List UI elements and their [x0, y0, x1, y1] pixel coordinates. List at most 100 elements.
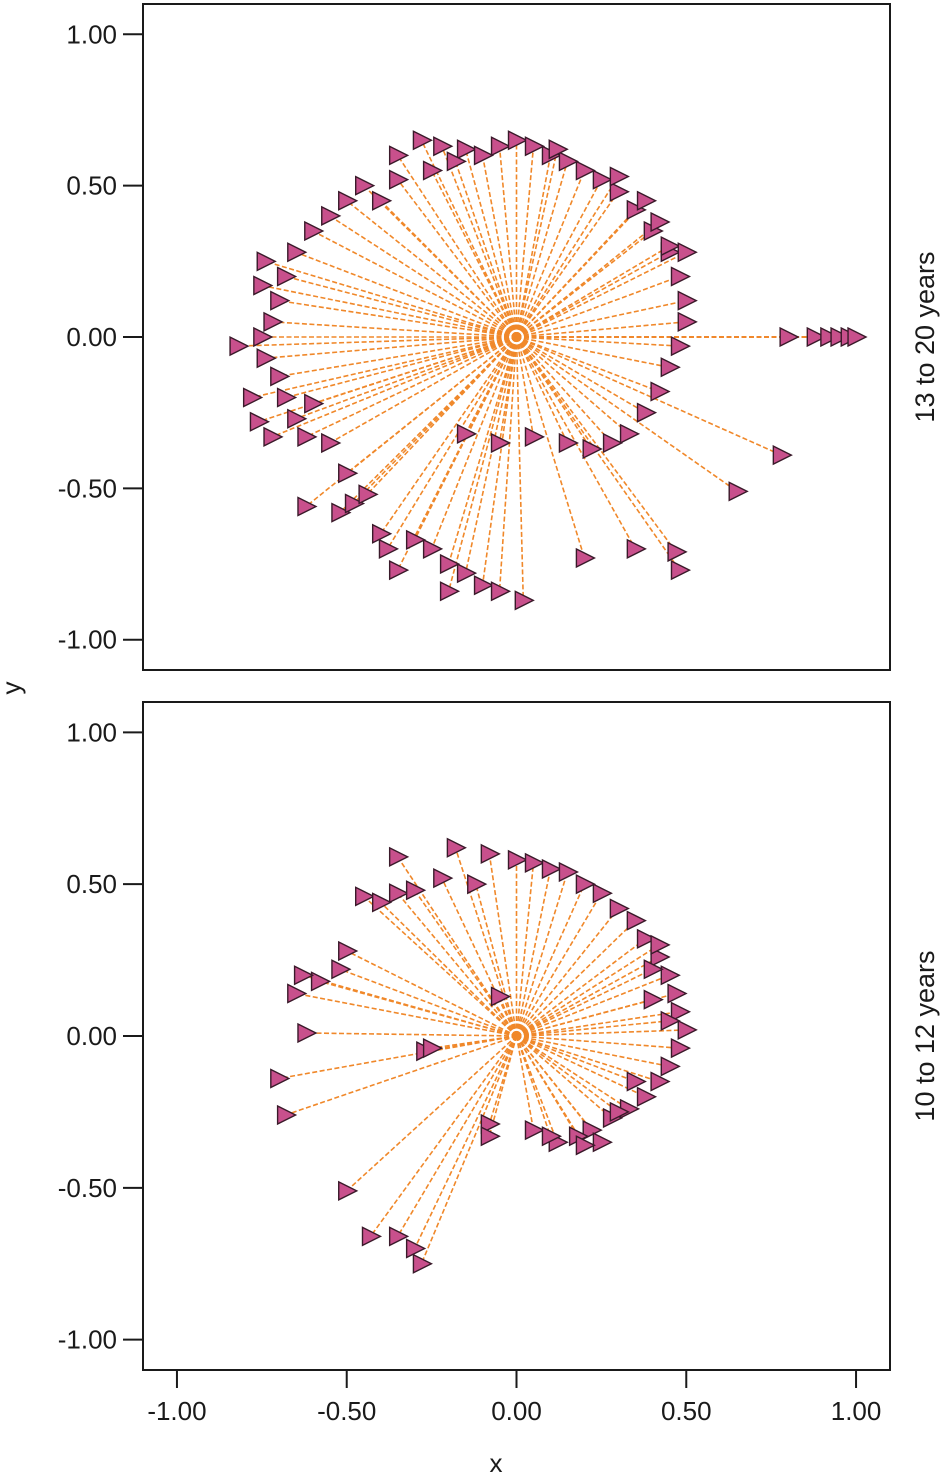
spoke-line: [481, 155, 518, 338]
data-point-marker: [321, 432, 342, 454]
data-point-marker: [253, 275, 274, 296]
spoke-line: [516, 299, 687, 338]
spoke-line: [516, 275, 680, 338]
data-point-marker: [650, 211, 671, 233]
spoke-line: [516, 1010, 680, 1037]
data-point-marker: [456, 423, 478, 445]
data-point-marker: [847, 326, 868, 348]
spoke-line: [516, 1035, 680, 1049]
data-point-marker: [297, 1022, 318, 1044]
spoke-line: [447, 336, 518, 565]
spoke-line: [516, 998, 653, 1037]
data-point-marker: [439, 581, 461, 602]
data-point-marker: [480, 1126, 501, 1147]
data-point-marker: [338, 190, 359, 211]
data-point-marker: [806, 326, 827, 348]
spoke-line: [474, 883, 518, 1037]
data-point-marker: [650, 1071, 671, 1092]
data-point-marker: [388, 169, 410, 190]
data-point-marker: [338, 940, 359, 962]
data-point-marker: [242, 387, 264, 408]
spoke-line: [312, 336, 517, 405]
x-tick-label: 0.50: [661, 1396, 712, 1426]
data-point-marker: [575, 547, 596, 569]
data-point-marker: [422, 538, 444, 560]
data-point-marker: [524, 852, 546, 874]
spoke-line: [515, 176, 620, 338]
data-point-marker: [490, 136, 512, 157]
spoke-line: [516, 974, 670, 1037]
y-tick-label: 1.00: [66, 19, 117, 49]
data-point-marker: [779, 326, 800, 348]
data-point-marker: [405, 880, 427, 901]
spoke-line: [516, 956, 660, 1037]
spoke-line: [278, 1035, 517, 1080]
spoke-line: [516, 938, 647, 1037]
spoke-line: [515, 336, 681, 571]
spoke-line: [369, 1035, 518, 1237]
spoke-line: [515, 336, 569, 444]
spoke-line: [515, 871, 569, 1037]
data-point-marker: [636, 190, 658, 211]
spoke-line: [295, 336, 517, 420]
spoke-line: [515, 920, 636, 1037]
data-point-marker: [297, 426, 318, 448]
data-point-marker: [575, 160, 596, 181]
data-point-marker: [287, 242, 308, 263]
spoke-line: [265, 336, 517, 359]
y-tick-label: -1.00: [58, 625, 117, 655]
data-point-marker: [636, 1086, 658, 1107]
data-point-marker: [276, 387, 298, 408]
data-point-marker: [626, 199, 647, 220]
plot-area: [270, 837, 698, 1274]
data-point-marker: [670, 559, 692, 581]
spoke-line: [515, 868, 552, 1037]
data-point-marker: [660, 1056, 681, 1077]
data-point-marker: [287, 983, 308, 1004]
data-point-marker: [643, 989, 664, 1010]
data-point-marker: [541, 1126, 563, 1147]
spoke-line: [488, 1035, 518, 1137]
data-point-marker: [830, 326, 851, 348]
y-tick-label: 0.50: [66, 869, 117, 899]
data-point-marker: [412, 1253, 433, 1274]
data-point-marker: [439, 553, 461, 575]
data-point-marker: [592, 883, 613, 904]
data-point-marker: [388, 883, 410, 904]
data-point-marker: [670, 266, 692, 287]
data-point-marker: [355, 175, 376, 196]
spoke-line: [238, 336, 517, 347]
data-point-marker: [338, 463, 359, 484]
data-point-marker: [371, 892, 393, 913]
data-point-marker: [456, 139, 478, 160]
spoke-line: [295, 251, 517, 338]
spoke-line: [515, 862, 535, 1037]
data-point-marker: [229, 335, 250, 357]
spoke-line: [516, 336, 646, 414]
data-point-marker: [609, 181, 630, 202]
data-point-marker: [558, 432, 579, 454]
data-point-marker: [412, 130, 433, 151]
data-point-marker: [297, 496, 318, 517]
data-point-marker: [619, 423, 641, 445]
spoke-line: [430, 170, 518, 338]
data-point-marker: [609, 898, 630, 919]
spoke-line: [516, 251, 670, 338]
data-point-marker: [602, 432, 624, 454]
spoke-line: [516, 230, 653, 338]
spoke-line: [278, 336, 517, 378]
data-point-marker: [467, 874, 488, 895]
data-point-marker: [249, 411, 271, 432]
spoke-line: [397, 179, 518, 338]
y-tick-label: 0.50: [66, 171, 117, 201]
spoke-line: [386, 336, 518, 550]
spoke-line: [515, 161, 569, 338]
data-point-marker: [677, 1019, 698, 1041]
data-point-marker: [473, 145, 495, 166]
data-point-marker: [677, 242, 698, 263]
data-point-marker: [388, 846, 410, 867]
data-point-marker: [514, 590, 535, 611]
spoke-line: [516, 944, 660, 1037]
spoke-line: [516, 336, 680, 347]
data-point-marker: [575, 1135, 596, 1156]
